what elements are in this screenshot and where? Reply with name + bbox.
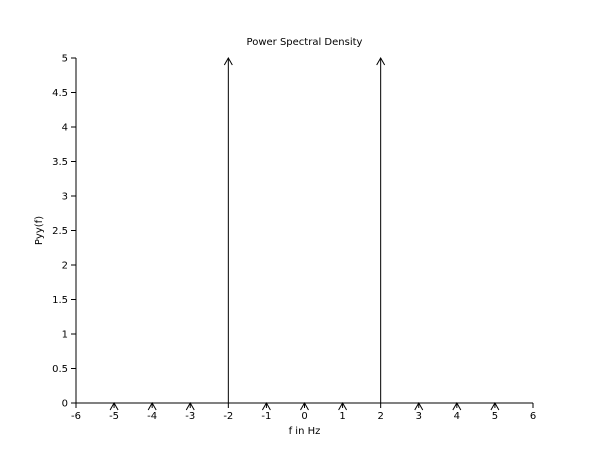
stem-arrowhead [490,401,500,411]
x-tick-label: -6 [71,411,81,422]
y-tick-label: 0 [62,399,68,410]
y-tick-label: 3 [62,192,68,203]
y-tick-label: 1.5 [52,295,68,306]
y-tick-label: 4.5 [52,88,68,99]
y-axis-label: Pyy(f) [34,216,45,245]
x-tick-label: -5 [109,411,119,422]
y-tick-label: 3.5 [52,157,68,168]
chart-title: Power Spectral Density [247,37,363,48]
x-tick-label: 6 [530,411,536,422]
x-axis-label: f in Hz [289,426,321,437]
y-tick-label: 2 [62,261,68,272]
stem-arrowhead [300,401,309,411]
stem-arrowhead [338,401,348,411]
y-tick-label: 0.5 [52,364,68,375]
stem-arrowhead [223,56,233,66]
x-tick-label: 4 [454,411,460,422]
x-tick-label: 3 [416,411,422,422]
stems [109,56,500,411]
y-tick-label: 4 [62,123,68,134]
y-tick-label: 5 [62,54,68,65]
stem-arrowhead [147,401,157,411]
x-tick-label: 1 [339,411,345,422]
axes: -6 -5 -4 -3 -2 -1 0 1 2 3 4 5 6 0 0.5 1 1.5 2 2.5 3 3.5 4 4.5 5 [52,54,536,423]
x-tick-label: 2 [377,411,383,422]
x-tick-label: -3 [185,411,195,422]
stem-arrowhead [452,401,462,411]
stem-arrowhead [185,401,195,411]
x-tick-label: -2 [223,411,233,422]
x-tick-label: -1 [261,411,271,422]
y-tick-label: 1 [62,330,68,341]
x-tick-label: 5 [492,411,498,422]
x-tick-label: 0 [301,411,307,422]
stem-arrowhead [414,401,424,411]
x-tick-label: -4 [147,411,157,422]
stem-arrowhead [109,401,119,411]
y-tick-label: 2.5 [52,226,68,237]
stem-arrowhead [376,56,386,66]
stem-arrowhead [261,401,271,411]
